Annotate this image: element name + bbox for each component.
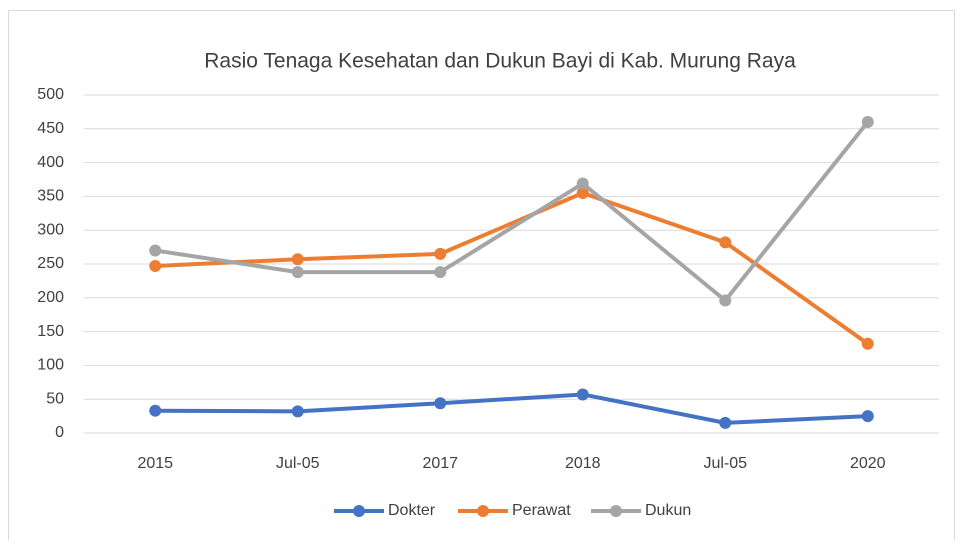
legend-label: Perawat	[512, 502, 571, 519]
point	[576, 177, 589, 190]
x-tick-label: 2018	[565, 455, 601, 472]
legend-label: Dokter	[388, 502, 436, 519]
y-tick-label: 300	[37, 221, 64, 238]
point	[291, 405, 304, 418]
point	[719, 236, 732, 249]
x-tick-label: Jul-05	[276, 455, 320, 472]
point	[434, 266, 447, 279]
y-tick-label: 100	[37, 357, 64, 374]
x-tick-label: 2015	[137, 455, 173, 472]
y-tick-label: 50	[46, 390, 64, 407]
legend-marker	[477, 505, 489, 517]
chart-title: Rasio Tenaga Kesehatan dan Dukun Bayi di…	[204, 50, 796, 73]
y-tick-label: 150	[37, 323, 64, 340]
y-tick-label: 250	[37, 255, 64, 272]
chart-frame	[8, 10, 955, 545]
y-tick-label: 0	[55, 424, 64, 441]
legend-marker	[353, 505, 365, 517]
legend-label: Dukun	[645, 502, 691, 519]
point	[434, 247, 447, 260]
series-line	[155, 392, 868, 425]
x-tick-label: 2017	[422, 455, 458, 472]
point	[576, 388, 589, 401]
point	[719, 294, 732, 307]
y-tick-label: 500	[37, 86, 64, 103]
point	[434, 397, 447, 410]
x-tick-label: Jul-05	[703, 455, 747, 472]
legend-marker	[610, 505, 622, 517]
x-tick-label: 2020	[850, 455, 886, 472]
point	[149, 260, 162, 273]
point	[291, 266, 304, 279]
y-tick-label: 400	[37, 154, 64, 171]
point	[861, 410, 874, 423]
point	[576, 187, 589, 200]
y-tick-label: 200	[37, 289, 64, 306]
point	[861, 337, 874, 350]
point	[291, 253, 304, 266]
point	[861, 116, 874, 129]
y-tick-label: 350	[37, 188, 64, 205]
y-tick-label: 450	[37, 120, 64, 137]
point	[719, 416, 732, 429]
point	[149, 404, 162, 417]
series-line	[155, 191, 869, 346]
point	[149, 244, 162, 257]
series-line	[154, 120, 870, 303]
